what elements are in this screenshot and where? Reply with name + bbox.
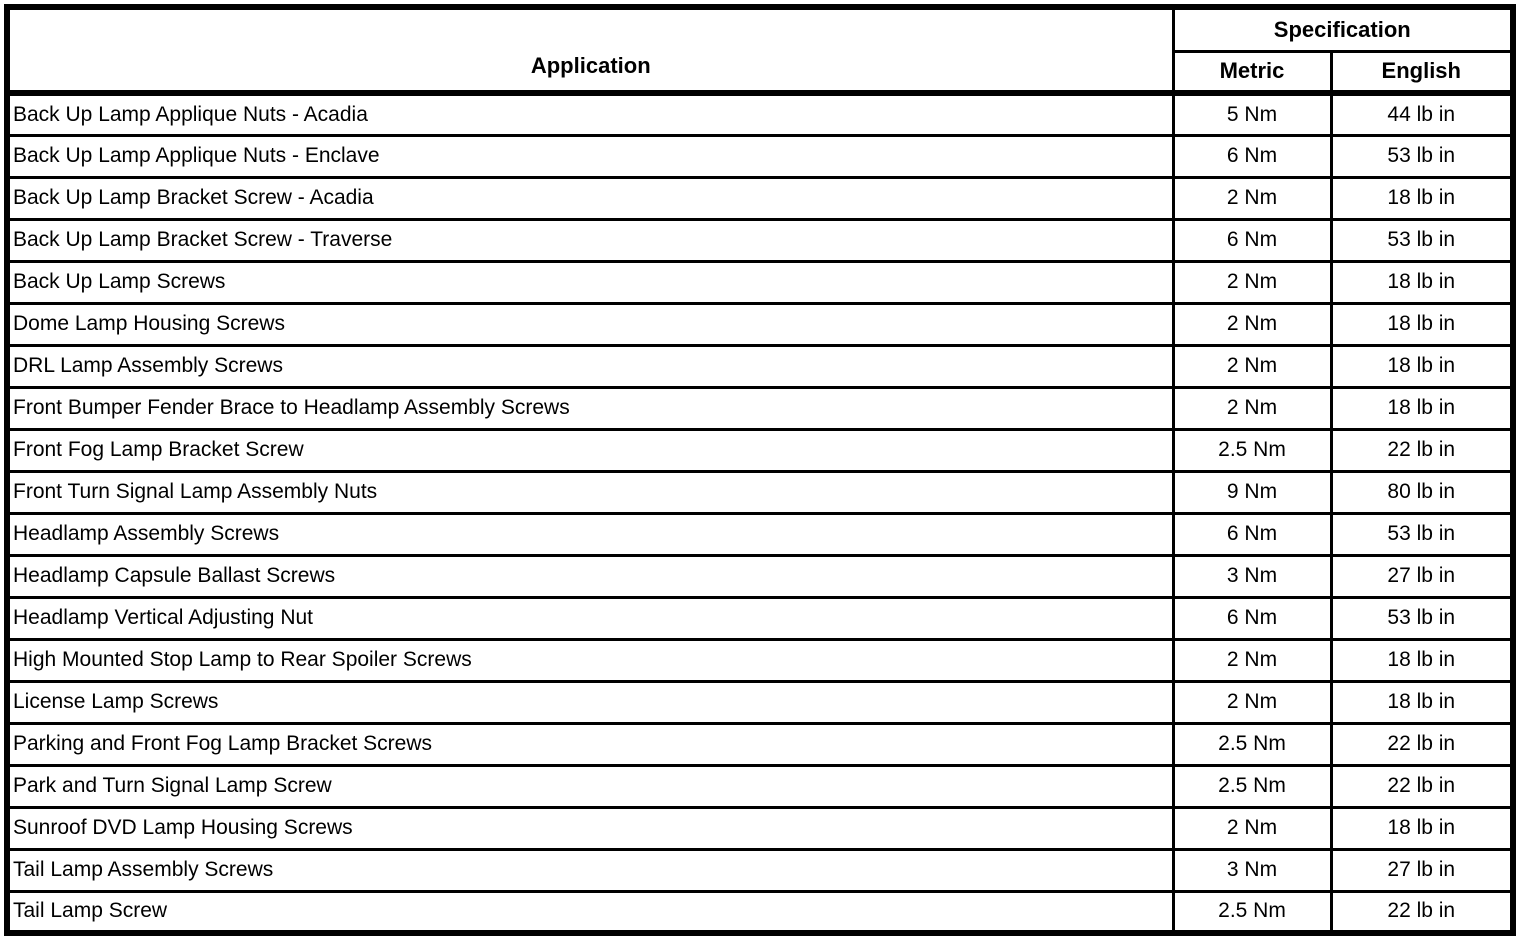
english-value-cell: 53 lb in: [1329, 133, 1515, 179]
table-row: DRL Lamp Assembly Screws 2 Nm 18 lb in: [5, 343, 1515, 389]
metric-value-cell: 2 Nm: [1171, 259, 1333, 305]
metric-value-cell: 2.5 Nm: [1171, 721, 1333, 767]
metric-value-cell: 3 Nm: [1171, 847, 1333, 893]
application-cell: Tail Lamp Assembly Screws: [5, 847, 1175, 893]
application-cell: Front Turn Signal Lamp Assembly Nuts: [5, 469, 1175, 515]
table-row: Headlamp Capsule Ballast Screws 3 Nm 27 …: [5, 553, 1515, 599]
table-row: Front Turn Signal Lamp Assembly Nuts 9 N…: [5, 469, 1515, 515]
metric-value-cell: 2.5 Nm: [1171, 763, 1333, 809]
metric-value-cell: 2 Nm: [1171, 175, 1333, 221]
application-cell: License Lamp Screws: [5, 679, 1175, 725]
application-cell: Sunroof DVD Lamp Housing Screws: [5, 805, 1175, 851]
metric-value-cell: 2 Nm: [1171, 385, 1333, 431]
english-value-cell: 22 lb in: [1329, 889, 1515, 935]
metric-value-cell: 6 Nm: [1171, 217, 1333, 263]
table-body: Back Up Lamp Applique Nuts - Acadia 5 Nm…: [5, 91, 1515, 935]
metric-value-cell: 5 Nm: [1171, 91, 1333, 137]
header-row-units: Metric English: [7, 49, 1515, 96]
english-value-cell: 18 lb in: [1329, 259, 1515, 305]
application-cell: High Mounted Stop Lamp to Rear Spoiler S…: [5, 637, 1175, 683]
table-row: Back Up Lamp Applique Nuts - Acadia 5 Nm…: [5, 91, 1515, 137]
table-row: Back Up Lamp Screws 2 Nm 18 lb in: [5, 259, 1515, 305]
english-value-cell: 22 lb in: [1329, 721, 1515, 767]
english-value-cell: 18 lb in: [1329, 301, 1515, 347]
application-cell: Front Bumper Fender Brace to Headlamp As…: [5, 385, 1175, 431]
table-row: Parking and Front Fog Lamp Bracket Screw…: [5, 721, 1515, 767]
application-cell: Back Up Lamp Applique Nuts - Acadia: [5, 91, 1175, 137]
table-row: High Mounted Stop Lamp to Rear Spoiler S…: [5, 637, 1515, 683]
english-value-cell: 27 lb in: [1329, 847, 1515, 893]
application-cell: Dome Lamp Housing Screws: [5, 301, 1175, 347]
english-value-cell: 53 lb in: [1329, 595, 1515, 641]
table-row: License Lamp Screws 2 Nm 18 lb in: [5, 679, 1515, 725]
table-row: Tail Lamp Assembly Screws 3 Nm 27 lb in: [5, 847, 1515, 893]
english-value-cell: 22 lb in: [1329, 427, 1515, 473]
column-header-english: English: [1329, 49, 1515, 96]
english-value-cell: 27 lb in: [1329, 553, 1515, 599]
application-cell: Parking and Front Fog Lamp Bracket Screw…: [5, 721, 1175, 767]
metric-value-cell: 9 Nm: [1171, 469, 1333, 515]
application-cell: Front Fog Lamp Bracket Screw: [5, 427, 1175, 473]
application-cell: Back Up Lamp Bracket Screw - Acadia: [5, 175, 1175, 221]
english-value-cell: 44 lb in: [1329, 91, 1515, 137]
english-value-cell: 18 lb in: [1329, 343, 1515, 389]
table-header: Application Specification Metric English: [5, 5, 1515, 96]
metric-value-cell: 6 Nm: [1171, 511, 1333, 557]
application-cell: Headlamp Assembly Screws: [5, 511, 1175, 557]
english-value-cell: 18 lb in: [1329, 175, 1515, 221]
metric-value-cell: 2 Nm: [1171, 343, 1333, 389]
header-row-specification: Application Specification: [5, 5, 1515, 96]
application-cell: Tail Lamp Screw: [5, 889, 1175, 935]
english-value-cell: 53 lb in: [1329, 511, 1515, 557]
fastener-spec-table: Application Specification Metric English…: [4, 4, 1517, 936]
table-row: Back Up Lamp Bracket Screw - Traverse 6 …: [5, 217, 1515, 263]
english-value-cell: 53 lb in: [1329, 217, 1515, 263]
column-header-metric: Metric: [1171, 49, 1333, 96]
application-cell: Back Up Lamp Screws: [5, 259, 1175, 305]
table-row: Back Up Lamp Applique Nuts - Enclave 6 N…: [5, 133, 1515, 179]
english-value-cell: 18 lb in: [1329, 679, 1515, 725]
metric-value-cell: 6 Nm: [1171, 595, 1333, 641]
table-row: Park and Turn Signal Lamp Screw 2.5 Nm 2…: [5, 763, 1515, 809]
application-cell: DRL Lamp Assembly Screws: [5, 343, 1175, 389]
english-value-cell: 80 lb in: [1329, 469, 1515, 515]
application-cell: Back Up Lamp Applique Nuts - Enclave: [5, 133, 1175, 179]
table-row: Front Fog Lamp Bracket Screw 2.5 Nm 22 l…: [5, 427, 1515, 473]
metric-value-cell: 3 Nm: [1171, 553, 1333, 599]
english-value-cell: 18 lb in: [1329, 385, 1515, 431]
table-row: Back Up Lamp Bracket Screw - Acadia 2 Nm…: [5, 175, 1515, 221]
application-cell: Park and Turn Signal Lamp Screw: [5, 763, 1175, 809]
metric-value-cell: 2 Nm: [1171, 679, 1333, 725]
table-row: Headlamp Vertical Adjusting Nut 6 Nm 53 …: [5, 595, 1515, 641]
application-cell: Headlamp Vertical Adjusting Nut: [5, 595, 1175, 641]
metric-value-cell: 2.5 Nm: [1171, 427, 1333, 473]
application-cell: Headlamp Capsule Ballast Screws: [5, 553, 1175, 599]
table-row: Sunroof DVD Lamp Housing Screws 2 Nm 18 …: [5, 805, 1515, 851]
english-value-cell: 18 lb in: [1329, 805, 1515, 851]
english-value-cell: 18 lb in: [1329, 637, 1515, 683]
column-header-specification: Specification: [1171, 5, 1515, 53]
table-row: Tail Lamp Screw 2.5 Nm 22 lb in: [5, 889, 1515, 935]
application-cell: Back Up Lamp Bracket Screw - Traverse: [5, 217, 1175, 263]
table-row: Dome Lamp Housing Screws 2 Nm 18 lb in: [5, 301, 1515, 347]
table-row: Front Bumper Fender Brace to Headlamp As…: [5, 385, 1515, 431]
metric-value-cell: 6 Nm: [1171, 133, 1333, 179]
metric-value-cell: 2 Nm: [1171, 805, 1333, 851]
metric-value-cell: 2.5 Nm: [1171, 889, 1333, 935]
metric-value-cell: 2 Nm: [1171, 301, 1333, 347]
metric-value-cell: 2 Nm: [1171, 637, 1333, 683]
table-row: Headlamp Assembly Screws 6 Nm 53 lb in: [5, 511, 1515, 557]
column-header-application: Application: [5, 5, 1175, 96]
english-value-cell: 22 lb in: [1329, 763, 1515, 809]
